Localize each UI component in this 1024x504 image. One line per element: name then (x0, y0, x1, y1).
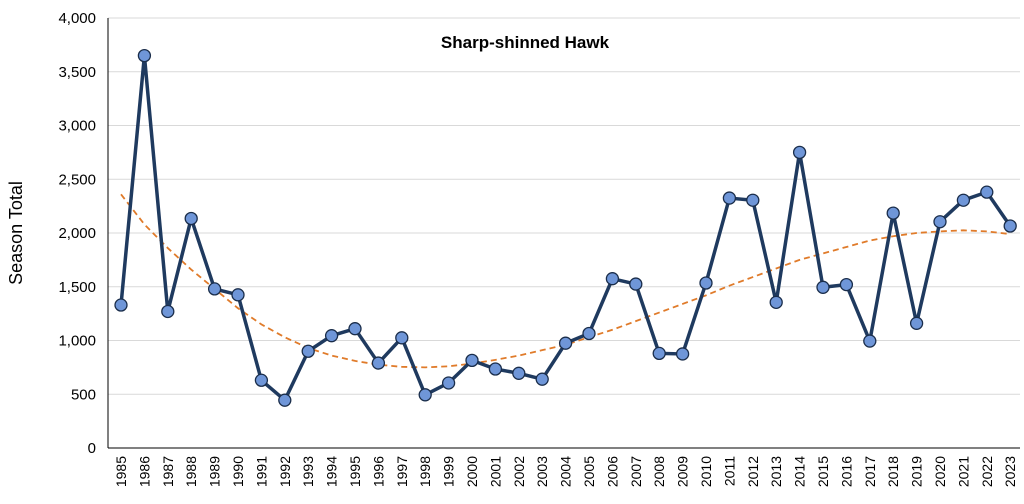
x-tick-label: 1998 (417, 456, 433, 487)
x-tick-label: 1985 (113, 456, 129, 487)
x-tick-label: 1999 (441, 456, 457, 487)
data-point (137, 48, 152, 63)
data-point (161, 304, 175, 319)
data-point (722, 191, 737, 205)
x-tick-label: 2000 (464, 456, 480, 487)
trendline-layer (120, 193, 1011, 369)
x-tick-label: 1996 (370, 456, 386, 487)
x-tick-label: 2014 (792, 456, 808, 487)
data-point (231, 288, 245, 302)
x-tick-label: 1989 (207, 456, 223, 487)
x-tick-label: 2005 (581, 456, 597, 487)
data-point (886, 206, 900, 220)
x-tick-label: 2011 (721, 456, 737, 486)
data-point (839, 277, 854, 292)
x-tick-label: 2003 (534, 456, 550, 487)
axes (107, 18, 1020, 449)
data-point (512, 366, 526, 380)
marker-layer (114, 48, 1017, 407)
data-point (418, 388, 432, 402)
x-tick-label: 1987 (160, 456, 176, 487)
x-tick-label: 2021 (955, 456, 971, 487)
data-point (348, 322, 362, 336)
x-tick-label: 2006 (604, 456, 620, 487)
x-tick-label: 2004 (558, 456, 574, 487)
data-point (278, 393, 292, 407)
y-tick-label: 0 (88, 440, 96, 457)
x-tick-label: 2017 (862, 456, 878, 487)
x-tick-label: 2001 (487, 456, 503, 487)
x-tick-label: 1991 (253, 456, 269, 487)
y-tick-label: 3,000 (58, 118, 96, 135)
y-tick-label: 3,500 (58, 64, 96, 81)
y-tick-labels: 0 500 1,000 1,500 2,000 2,500 3,000 3,500 4,000 (58, 10, 96, 457)
x-tick-label: 2009 (675, 456, 691, 487)
data-point (652, 346, 666, 361)
data-point (441, 376, 456, 390)
x-tick-label: 2023 (1002, 456, 1018, 487)
data-point (1003, 219, 1017, 233)
y-tick-label: 2,500 (58, 171, 96, 188)
x-tick-label: 1992 (277, 456, 293, 487)
y-axis-label: Season Total (6, 181, 26, 285)
x-tick-label: 2015 (815, 456, 831, 487)
data-point (465, 353, 479, 368)
x-tick-label: 1994 (324, 456, 340, 487)
data-point (863, 334, 877, 348)
data-point (207, 282, 222, 296)
chart-title: Sharp-shinned Hawk (441, 33, 610, 52)
data-point (909, 316, 924, 330)
data-point (114, 298, 128, 312)
data-point (395, 331, 409, 345)
data-point (535, 372, 549, 386)
y-tick-label: 2,000 (58, 225, 96, 242)
x-tick-label: 2018 (885, 456, 901, 487)
x-tick-label: 2012 (745, 456, 761, 487)
data-point (933, 215, 947, 229)
x-tick-label: 2002 (511, 456, 527, 487)
x-tick-label: 1988 (183, 456, 199, 487)
x-tick-label: 2016 (838, 456, 854, 487)
data-point (184, 211, 198, 226)
trendline (120, 193, 1011, 369)
x-tick-label: 2007 (628, 456, 644, 487)
x-tick-label: 1986 (136, 456, 152, 487)
gridlines (108, 17, 1020, 395)
y-tick-label: 500 (71, 386, 96, 403)
x-tick-label: 1993 (300, 456, 316, 487)
y-tick-label: 1,000 (58, 333, 96, 350)
data-point (816, 280, 830, 294)
x-tick-labels: 1985 1986 1987 1988 1989 1990 1991 1992 1993 1994… (113, 456, 1018, 487)
data-point (792, 145, 807, 160)
data-point (488, 362, 503, 376)
x-tick-label: 2013 (768, 456, 784, 487)
x-tick-label: 1990 (230, 456, 246, 487)
x-tick-label: 2010 (698, 456, 714, 487)
x-tick-label: 1997 (394, 456, 410, 487)
data-point (605, 272, 620, 286)
data-point (582, 326, 596, 341)
data-point (746, 193, 760, 207)
x-tick-label: 2008 (651, 456, 667, 487)
x-tick-label: 2019 (909, 456, 925, 487)
data-point (956, 193, 971, 207)
data-point (254, 373, 269, 387)
x-tick-label: 2020 (932, 456, 948, 487)
data-point (675, 347, 690, 361)
data-point (558, 336, 573, 350)
data-point (629, 277, 643, 291)
y-tick-label: 4,000 (58, 10, 96, 27)
data-point (324, 329, 339, 343)
x-tick-label: 1995 (347, 456, 363, 487)
data-point (769, 295, 783, 309)
data-point (980, 185, 994, 199)
data-point (699, 276, 713, 290)
y-tick-label: 1,500 (58, 279, 96, 296)
x-tick-label: 2022 (979, 456, 995, 487)
data-point (371, 356, 386, 370)
data-point (301, 344, 315, 358)
